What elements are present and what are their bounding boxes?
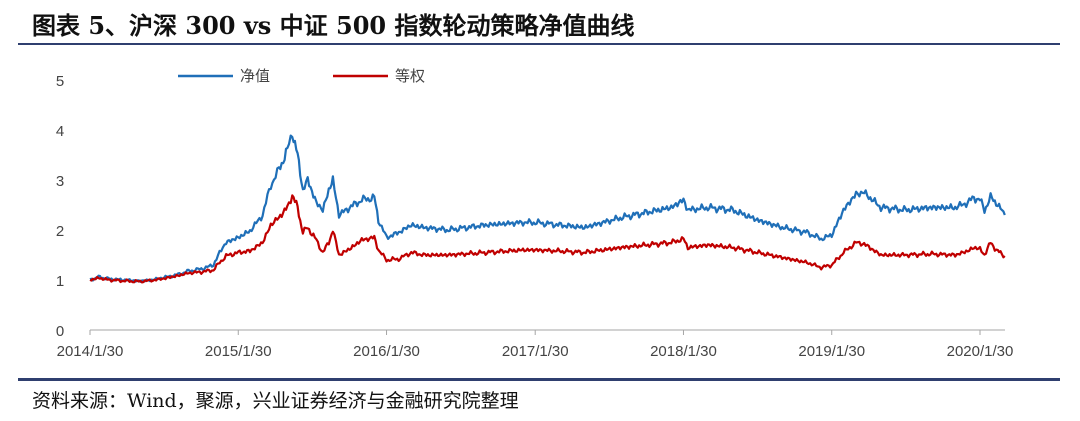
x-tick-label: 2016/1/30 xyxy=(353,343,420,360)
legend-label: 等权 xyxy=(395,67,425,85)
x-tick-label: 2015/1/30 xyxy=(205,343,272,360)
series-line-1 xyxy=(89,134,1006,283)
chart-title: 图表 5、沪深 300 vs 中证 500 指数轮动策略净值曲线 xyxy=(32,11,635,40)
source-note: 资料来源：Wind，聚源，兴业证券经济与金融研究院整理 xyxy=(32,390,519,412)
source-divider xyxy=(18,378,1060,381)
y-tick-label: 0 xyxy=(56,323,64,340)
y-tick-label: 2 xyxy=(56,223,64,240)
x-tick-label: 2019/1/30 xyxy=(798,343,865,360)
legend-label: 净值 xyxy=(240,67,270,85)
y-tick-label: 3 xyxy=(56,173,64,190)
x-tick-label: 2014/1/30 xyxy=(57,343,124,360)
series-line-2 xyxy=(89,194,1006,284)
y-tick-label: 1 xyxy=(56,273,64,290)
x-tick-label: 2018/1/30 xyxy=(650,343,717,360)
x-tick-label: 2017/1/30 xyxy=(502,343,569,360)
y-tick-label: 5 xyxy=(56,73,64,90)
y-tick-label: 4 xyxy=(56,123,64,140)
title-divider xyxy=(18,43,1060,45)
x-tick-label: 2020/1/30 xyxy=(947,343,1014,360)
